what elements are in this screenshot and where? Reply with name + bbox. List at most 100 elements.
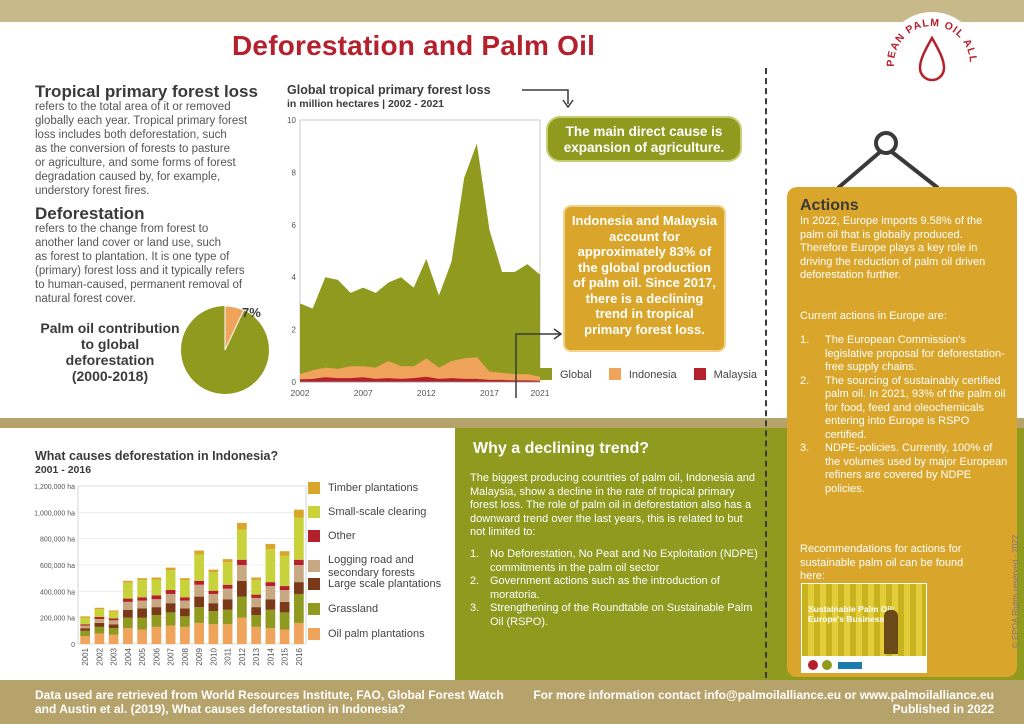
sign-hanger [836,131,940,190]
x-tick-label: 2002 [291,388,310,398]
actions-item: 2. The sourcing of sustainably certified … [800,375,1010,443]
bar-segment [279,586,290,591]
bar-segment [294,622,304,644]
palm-oil-pie-chart [181,305,269,394]
bar-segment [251,577,261,581]
decline-item-text: Government actions such as the introduct… [490,575,720,601]
indonesia-causes-bar-chart: 0 200,000 ha 400,000 ha 600,000 ha 800,000 h… [34,484,307,666]
bar-segment [208,590,219,594]
bar-segment [251,594,261,598]
bar-segment [80,636,90,644]
legend-label-indonesia: Indonesia [628,369,677,381]
bar-segment [265,549,276,583]
bar-segment [165,593,176,604]
bar-segment [180,616,190,627]
forest-loss-chart-subtitle: in million hectares | 2002 - 2021 [287,98,445,110]
bar-segment [180,626,190,644]
bar-segment [265,628,276,644]
actions-panel: Actions In 2022, Europe imports 9.58% of… [787,187,1017,677]
bar-segment [194,580,204,585]
bar-segment [180,600,190,609]
forest-loss-text: refers to the total area of it or remove… [35,100,275,198]
bar-segment [108,634,119,644]
bar-legend-item: Timber plantations [308,482,418,495]
bar-segment [123,580,133,583]
bar-segment [194,596,204,608]
decline-intro: The biggest producing countries of palm … [470,472,755,538]
bar-y-tick-label: 600,000 ha [40,563,75,570]
bar-segment [208,611,219,625]
footer-source-line: and Austin et al. (2019), What causes de… [35,702,406,716]
bar-segment [165,570,176,591]
bar-segment [237,529,247,560]
forest-loss-heading: Tropical primary forest loss [35,82,258,101]
bar-segment [279,629,290,644]
bar-x-tick-label: 2001 [81,647,90,665]
actions-recommend: Recommendations for actions for sustaina… [800,543,964,582]
bar-segment [137,629,147,644]
y-tick-label: 2 [292,326,297,335]
y-tick-label: 8 [292,168,297,177]
bar-segment [123,617,133,629]
bar-segment [251,597,261,608]
bar-legend-label: Logging road and secondary forests [328,554,415,579]
indonesia-malaysia-callout: Indonesia and Malaysia account for appro… [563,205,726,352]
bar-legend-item: Logging road and secondary forests [308,554,436,580]
bar-x-tick-label: 2011 [224,647,233,665]
footer-contact[interactable]: For more information contact info@palmoi… [533,688,994,702]
main-cause-callout: The main direct cause is expansion of ag… [546,116,742,162]
deforestation-line: another land cover or land use, such [35,237,222,249]
bar-segment [123,609,133,618]
bar-segment [137,597,147,601]
bar-segment [165,590,176,594]
bar-legend-label: Grassland [328,603,379,615]
actions-heading: Actions [800,197,859,214]
bar-x-tick-label: 2014 [266,647,275,665]
bar-y-tick-label: 1,000,000 ha [34,510,75,517]
actions-item-text: NDPE-policies. Currently, 100% of the vo… [825,442,1008,495]
footer-published: Published in 2022 [892,702,994,716]
actions-item-text: The sourcing of sustainably certified pa… [825,374,1006,441]
bar-legend-label: Small-scale clearing [328,506,427,518]
bar-segment [80,617,90,625]
bar-y-tick-label: 800,000 ha [40,537,75,544]
bar-segment [294,582,304,594]
deforestation-heading: Deforestation [35,204,145,223]
bar-segment [251,580,261,595]
forest-loss-chart-title: Global tropical primary forest loss [287,83,491,97]
actions-item: 1. The European Commission's legislative … [800,334,1010,375]
bar-x-tick-label: 2003 [110,647,119,665]
deforestation-text: refers to the change from forest to anot… [35,222,280,306]
deforestation-line: (primary) forest loss and it typically r… [35,265,245,277]
pie-slice-palm-oil [224,305,245,351]
bar-x-tick-label: 2007 [167,647,176,665]
bar-segment [94,618,105,623]
bar-segment [94,633,105,644]
bar-segment [251,615,261,627]
bar-segment [108,610,119,612]
bar-segment [294,517,304,560]
bar-segment [123,598,133,602]
bar-y-tick-label: 0 [71,642,75,649]
top-band [0,0,1024,22]
bar-segment [279,590,290,602]
bar-x-tick-label: 2010 [209,647,218,665]
bar-segment [222,609,233,625]
bar-segment [279,555,290,587]
decline-item: 1. No Deforestation, No Peat and No Explo… [470,548,762,575]
actions-item: 3. NDPE-policies. Currently, 100% of the … [800,442,1010,496]
bar-segment [194,550,204,555]
bar-segment [294,593,304,623]
forest-loss-line: as the conversion of forests to pasture [35,143,230,155]
report-thumbnail[interactable]: Sustainable Palm Oil: Europe's Business [801,583,927,673]
bar-segment [194,554,204,581]
bar-segment [265,543,276,550]
forest-loss-line: globally each year. Tropical primary for… [35,115,248,127]
bar-x-tick-label: 2012 [238,647,247,665]
legend-label-global: Global [560,369,592,381]
bar-segment [137,600,147,609]
bar-segment [194,622,204,644]
bar-segment [94,617,105,619]
pie-label: Palm oil contribution to global deforest… [30,320,190,384]
pie-label-line: deforestation [65,352,155,368]
